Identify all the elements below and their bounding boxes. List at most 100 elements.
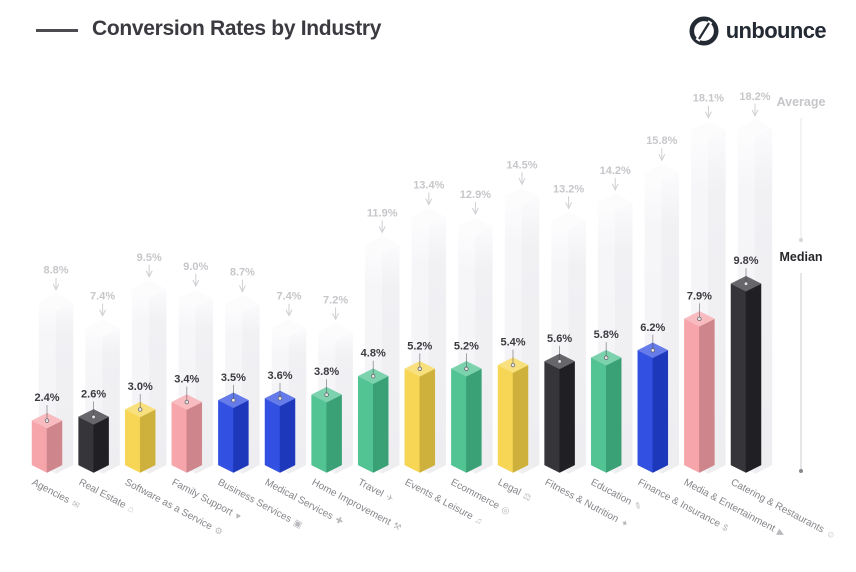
page-title: Conversion Rates by Industry xyxy=(92,17,382,40)
median-bar-home-improvement-right-face xyxy=(326,394,342,473)
average-bar-medical-services-top-face xyxy=(271,319,307,337)
average-arrowhead-business-services xyxy=(238,285,246,293)
median-bar-media-entertainment-right-face xyxy=(699,318,715,473)
median-pin-dot-media-entertainment xyxy=(697,316,702,322)
title-dash xyxy=(36,29,78,32)
median-value-real-estate: 2.6% xyxy=(81,388,106,400)
median-bar-family-support xyxy=(171,394,203,473)
median-value-medical-services: 3.6% xyxy=(267,370,292,382)
median-bar-travel-right-face xyxy=(372,375,389,473)
average-value-travel: 11.9% xyxy=(367,207,398,219)
bar-group-media-entertainment: 18.1% 7.9% xyxy=(683,93,726,474)
average-arrowhead-medical-services xyxy=(285,309,293,317)
median-bar-family-support-left-face xyxy=(171,401,188,473)
median-bar-ecommerce-left-face xyxy=(451,368,467,473)
bar-group-real-estate: 7.4% 2.6% xyxy=(78,291,121,474)
median-value-home-improvement: 3.8% xyxy=(314,366,339,378)
bar-group-business-services: 8.7% 3.5% xyxy=(217,267,260,474)
median-pin-dot-software-as-a-service xyxy=(138,407,143,412)
median-bar-fitness-nutrition-right-face xyxy=(559,360,575,473)
median-bar-events-leisure xyxy=(404,361,436,473)
median-bar-business-services-right-face xyxy=(233,399,249,473)
average-guide-dot xyxy=(799,238,803,242)
median-bar-fitness-nutrition xyxy=(544,353,576,473)
average-bar-legal-top-face xyxy=(504,187,540,206)
unbounce-logo-icon xyxy=(689,16,719,46)
median-bar-family-support-right-face xyxy=(186,401,203,473)
median-value-software-as-a-service: 3.0% xyxy=(128,381,153,393)
average-bar-family-support-top-face xyxy=(178,289,214,308)
median-bar-medical-services xyxy=(264,390,296,473)
median-pin-dot-finance-insurance xyxy=(650,348,655,353)
median-bar-medical-services-right-face xyxy=(279,397,296,473)
median-value-family-support: 3.4% xyxy=(174,374,199,386)
average-value-medical-services: 7.4% xyxy=(276,291,301,303)
median-bar-media-entertainment xyxy=(683,311,715,473)
median-pin-dot-ecommerce xyxy=(464,366,469,371)
median-bar-agencies-right-face xyxy=(46,420,63,473)
average-bar-fitness-nutrition-top-face xyxy=(551,212,587,230)
median-bar-real-estate-left-face xyxy=(78,416,94,473)
average-bar-business-services-top-face xyxy=(224,295,260,313)
average-arrowhead-software-as-a-service xyxy=(145,270,153,278)
average-arrowhead-agencies xyxy=(52,283,60,291)
median-bar-ecommerce xyxy=(450,361,482,473)
legend-guides xyxy=(799,118,803,473)
median-pin-dot-education xyxy=(604,355,609,360)
median-bar-legal-right-face xyxy=(512,364,529,473)
median-bar-business-services-left-face xyxy=(218,399,234,473)
average-arrowhead-real-estate xyxy=(99,309,107,317)
median-value-media-entertainment: 7.9% xyxy=(687,290,712,302)
median-bar-software-as-a-service-right-face xyxy=(139,409,156,473)
average-bar-events-leisure-top-face xyxy=(411,208,447,226)
average-bar-travel-top-face xyxy=(364,236,400,254)
median-value-legal: 5.4% xyxy=(500,337,525,349)
median-bar-software-as-a-service xyxy=(124,401,156,473)
median-bar-legal xyxy=(497,357,529,473)
average-value-catering-restaurants: 18.2% xyxy=(739,91,770,103)
average-bar-software-as-a-service-top-face xyxy=(131,280,167,299)
median-bar-legal-left-face xyxy=(497,364,514,473)
median-value-events-leisure: 5.2% xyxy=(407,340,432,352)
median-bar-education xyxy=(590,349,622,473)
median-bar-software-as-a-service-left-face xyxy=(124,409,141,473)
median-bar-agencies xyxy=(31,412,63,473)
median-pin-dot-legal xyxy=(510,362,516,368)
average-arrowhead-fitness-nutrition xyxy=(565,202,573,210)
average-value-events-leisure: 13.4% xyxy=(413,180,444,192)
median-value-education: 5.8% xyxy=(594,329,619,341)
median-value-catering-restaurants: 9.8% xyxy=(733,255,758,267)
median-bar-catering-restaurants-left-face xyxy=(730,283,747,473)
average-arrowhead-family-support xyxy=(192,279,200,288)
average-arrowhead-travel xyxy=(378,226,386,234)
bar-group-catering-restaurants: 18.2% 9.8% xyxy=(730,91,773,474)
unbounce-logo: unbounce xyxy=(689,16,827,46)
average-value-software-as-a-service: 9.5% xyxy=(137,252,162,264)
legend-median-label: Median xyxy=(779,250,823,264)
average-value-business-services: 8.7% xyxy=(230,267,255,279)
median-bar-media-entertainment-left-face xyxy=(684,318,700,473)
average-bar-education-top-face xyxy=(597,193,633,212)
bar-group-travel: 11.9% 4.8% xyxy=(357,207,400,474)
bars-layer: 8.8% 2.4% 7.4% 2.6% 9.5% 3.0% 9.0% 3.4% 8.7% 3.5%… xyxy=(31,91,773,474)
median-pin-dot-catering-restaurants xyxy=(743,281,749,286)
median-value-ecommerce: 5.2% xyxy=(454,340,479,352)
bar-group-home-improvement: 7.2% 3.8% xyxy=(311,294,354,474)
average-value-fitness-nutrition: 13.2% xyxy=(553,183,584,195)
bar-group-education: 14.2% 5.8% xyxy=(590,165,633,474)
average-bar-ecommerce-top-face xyxy=(457,217,493,236)
average-bar-real-estate-top-face xyxy=(85,319,121,337)
average-arrowhead-catering-restaurants xyxy=(751,109,759,117)
bar-group-software-as-a-service: 9.5% 3.0% xyxy=(124,252,167,474)
median-guide-dot xyxy=(799,469,803,473)
median-bar-finance-insurance-left-face xyxy=(637,349,654,473)
header: Conversion Rates by Industry unbounce xyxy=(36,16,827,56)
median-bar-finance-insurance-right-face xyxy=(652,349,669,473)
median-bar-business-services xyxy=(217,392,249,473)
median-pin-dot-travel xyxy=(371,374,376,379)
unbounce-logo-text: unbounce xyxy=(725,18,827,43)
median-pin-dot-family-support xyxy=(184,399,189,405)
average-bar-home-improvement-top-face xyxy=(318,323,354,341)
